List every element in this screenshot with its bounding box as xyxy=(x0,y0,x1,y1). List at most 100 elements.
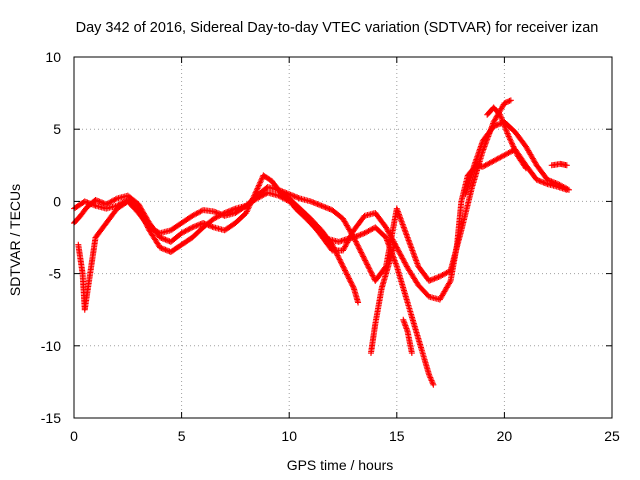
data-point xyxy=(346,276,353,283)
data-point xyxy=(112,196,119,203)
x-axis-label: GPS time / hours xyxy=(287,457,394,473)
data-point xyxy=(446,279,453,286)
data-point xyxy=(359,252,366,259)
data-point xyxy=(365,264,372,271)
data-point xyxy=(443,269,450,276)
data-point xyxy=(344,272,351,279)
data-points xyxy=(71,97,572,388)
x-tick-label: 15 xyxy=(389,428,405,444)
data-point xyxy=(556,181,563,188)
data-point xyxy=(255,182,262,189)
data-point xyxy=(494,155,501,162)
data-point xyxy=(356,246,363,253)
data-point xyxy=(439,272,446,279)
data-point xyxy=(401,259,408,266)
data-point xyxy=(430,381,437,388)
data-point xyxy=(502,126,509,133)
data-point xyxy=(436,273,443,280)
data-point xyxy=(194,209,201,216)
data-point xyxy=(339,262,346,269)
data-point xyxy=(182,228,189,235)
x-tick-label: 10 xyxy=(281,428,297,444)
data-point xyxy=(149,225,156,232)
data-point xyxy=(369,272,376,279)
data-point xyxy=(153,228,160,235)
y-tick-label: 5 xyxy=(53,121,61,137)
data-point xyxy=(427,376,434,383)
data-point xyxy=(368,269,375,276)
chart-title: Day 342 of 2016, Sidereal Day-to-day VTE… xyxy=(76,20,599,36)
data-point xyxy=(348,280,355,287)
data-point xyxy=(561,184,568,191)
data-point xyxy=(346,275,353,282)
data-point xyxy=(361,256,368,263)
data-point xyxy=(383,224,390,231)
data-point xyxy=(505,133,512,140)
data-point xyxy=(243,209,250,216)
data-point xyxy=(185,226,192,233)
data-point xyxy=(255,183,262,190)
data-point xyxy=(502,151,509,158)
data-point xyxy=(479,163,486,170)
data-point xyxy=(340,263,346,270)
data-point xyxy=(275,192,282,199)
series-track-7 xyxy=(462,118,572,198)
data-point xyxy=(348,279,355,286)
data-point xyxy=(499,117,506,124)
data-point xyxy=(276,193,283,200)
data-point xyxy=(496,155,503,162)
data-point xyxy=(396,249,403,256)
data-point xyxy=(257,179,264,186)
data-point xyxy=(178,230,185,237)
data-point xyxy=(367,268,374,275)
data-point xyxy=(509,140,516,147)
data-point xyxy=(397,251,404,258)
data-point xyxy=(399,255,406,262)
data-point xyxy=(354,241,361,248)
data-point xyxy=(507,137,514,144)
data-point xyxy=(506,97,513,104)
data-point xyxy=(190,212,197,219)
data-point xyxy=(362,257,369,264)
data-point xyxy=(555,181,562,188)
data-point xyxy=(564,186,571,193)
data-point xyxy=(189,212,196,219)
data-point xyxy=(108,198,115,205)
data-point xyxy=(341,266,348,273)
data-point xyxy=(357,248,364,255)
axes xyxy=(73,56,613,419)
data-point xyxy=(186,225,193,232)
data-point xyxy=(261,191,268,198)
data-point xyxy=(442,270,449,277)
data-point xyxy=(522,165,529,172)
data-point xyxy=(362,258,369,265)
data-point xyxy=(192,211,199,218)
data-point xyxy=(151,227,158,234)
data-point xyxy=(485,160,492,167)
data-point xyxy=(506,149,513,156)
x-tick-label: 20 xyxy=(497,428,513,444)
data-point xyxy=(340,247,346,254)
data-point xyxy=(489,158,496,165)
data-point xyxy=(487,159,494,166)
data-point xyxy=(179,229,186,236)
data-point xyxy=(360,253,367,260)
data-point xyxy=(111,196,118,203)
data-point xyxy=(365,228,372,235)
data-point xyxy=(356,245,363,252)
data-point xyxy=(146,224,153,231)
data-point xyxy=(498,153,505,160)
data-point xyxy=(501,152,508,159)
data-point xyxy=(429,378,436,385)
data-point xyxy=(507,136,514,143)
data-point xyxy=(343,270,350,277)
data-point xyxy=(342,243,349,250)
data-point xyxy=(256,181,263,188)
data-point xyxy=(493,156,500,163)
x-tick-label: 0 xyxy=(70,428,78,444)
data-point xyxy=(510,143,517,150)
data-point xyxy=(344,271,351,278)
data-point xyxy=(506,134,513,141)
data-point xyxy=(502,124,509,131)
